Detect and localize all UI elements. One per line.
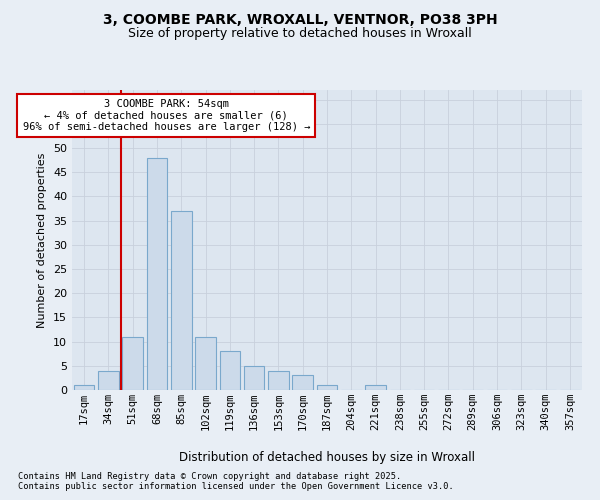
Bar <box>365 385 386 390</box>
Bar <box>220 352 240 390</box>
Text: Contains HM Land Registry data © Crown copyright and database right 2025.: Contains HM Land Registry data © Crown c… <box>18 472 401 481</box>
Text: Contains public sector information licensed under the Open Government Licence v3: Contains public sector information licen… <box>18 482 454 491</box>
Bar <box>171 211 191 390</box>
Bar <box>268 370 289 390</box>
Bar <box>317 385 337 390</box>
Bar <box>122 337 143 390</box>
Y-axis label: Number of detached properties: Number of detached properties <box>37 152 47 328</box>
Text: Distribution of detached houses by size in Wroxall: Distribution of detached houses by size … <box>179 451 475 464</box>
Bar <box>98 370 119 390</box>
Bar <box>74 385 94 390</box>
Bar <box>195 337 216 390</box>
Text: 3, COOMBE PARK, WROXALL, VENTNOR, PO38 3PH: 3, COOMBE PARK, WROXALL, VENTNOR, PO38 3… <box>103 12 497 26</box>
Text: 3 COOMBE PARK: 54sqm
← 4% of detached houses are smaller (6)
96% of semi-detache: 3 COOMBE PARK: 54sqm ← 4% of detached ho… <box>23 99 310 132</box>
Bar <box>146 158 167 390</box>
Bar <box>244 366 265 390</box>
Bar <box>292 376 313 390</box>
Text: Size of property relative to detached houses in Wroxall: Size of property relative to detached ho… <box>128 28 472 40</box>
